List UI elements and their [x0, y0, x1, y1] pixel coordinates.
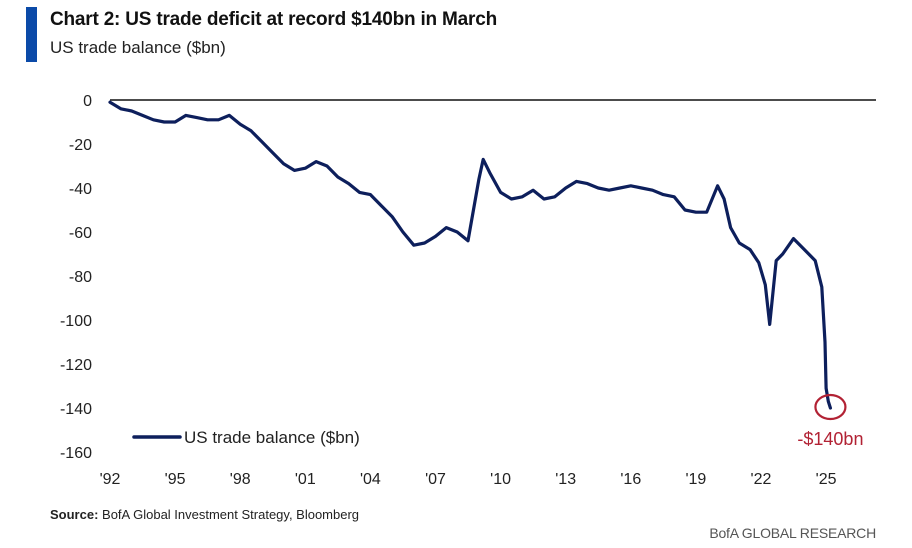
y-tick-label: -40 [69, 181, 92, 198]
source-label: Source: [50, 507, 99, 522]
series-line-trade-balance [108, 100, 832, 410]
source-note: Source: BofA Global Investment Strategy,… [50, 507, 359, 522]
annotation-circle [814, 393, 847, 421]
y-tick-label: -120 [60, 357, 92, 374]
legend: US trade balance ($bn) [132, 428, 360, 447]
x-tick-label: '98 [230, 471, 251, 488]
y-tick-label: -20 [69, 137, 92, 154]
annotations: -$140bn [797, 393, 863, 449]
x-tick-label: '01 [295, 471, 316, 488]
x-tick-label: '92 [100, 471, 121, 488]
x-tick-label: '19 [685, 471, 706, 488]
x-tick-label: '25 [816, 471, 837, 488]
title-accent-bar [26, 7, 37, 62]
annotation-label: -$140bn [797, 429, 863, 449]
chart-subtitle: US trade balance ($bn) [50, 38, 226, 57]
x-tick-label: '95 [165, 471, 186, 488]
chart-title: Chart 2: US trade deficit at record $140… [50, 9, 497, 30]
x-tick-label: '22 [751, 471, 772, 488]
brand-footer: BofA GLOBAL RESEARCH [709, 525, 876, 541]
y-tick-label: -140 [60, 401, 92, 418]
y-tick-label: -160 [60, 445, 92, 462]
x-axis: '92 '95 '98 '01 '04 '07 '10 '13 '16 '19 '22 '25 [100, 471, 837, 488]
y-axis: 0 -20 -40 -60 -80 -100 -120 -140 -160 [60, 93, 92, 462]
y-tick-label: -80 [69, 269, 92, 286]
x-tick-label: '10 [490, 471, 511, 488]
x-tick-label: '16 [620, 471, 641, 488]
y-tick-label: 0 [83, 93, 92, 110]
source-text: BofA Global Investment Strategy, Bloombe… [102, 507, 360, 522]
x-tick-label: '07 [425, 471, 446, 488]
y-tick-label: -100 [60, 313, 92, 330]
x-tick-label: '13 [555, 471, 576, 488]
legend-label: US trade balance ($bn) [184, 428, 360, 447]
x-tick-label: '04 [360, 471, 381, 488]
y-tick-label: -60 [69, 225, 92, 242]
